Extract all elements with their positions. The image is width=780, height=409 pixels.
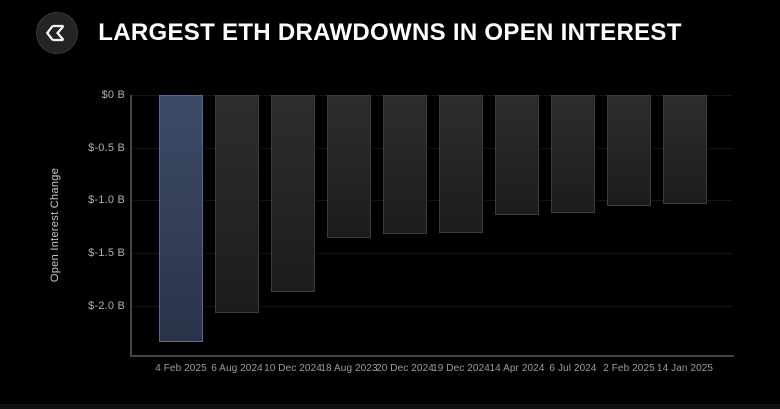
x-tick-label: 18 Aug 2023 [320, 363, 378, 374]
bottom-edge-strip [0, 404, 780, 409]
y-axis-title: Open Interest Change [49, 167, 61, 283]
x-axis-line [130, 355, 734, 357]
bar [663, 95, 707, 204]
y-tick-label: $-0.5 B [88, 141, 125, 154]
grid-line [131, 95, 733, 96]
bar [439, 95, 483, 233]
bar [327, 95, 371, 238]
grid-line [131, 200, 733, 202]
bar [271, 95, 315, 292]
grid-line [131, 147, 733, 149]
y-tick-label: $-2.0 B [88, 299, 125, 312]
bar [607, 95, 651, 206]
y-tick-label: $-1.5 B [88, 246, 125, 259]
bar [551, 95, 595, 213]
y-axis-line [130, 95, 132, 357]
x-tick-label: 6 Aug 2024 [211, 363, 263, 374]
x-tick-label: 4 Feb 2025 [155, 363, 207, 374]
x-tick-label: 14 Apr 2024 [489, 363, 545, 374]
x-tick-label: 10 Dec 2024 [264, 363, 322, 374]
x-tick-label: 19 Dec 2024 [432, 363, 490, 374]
x-tick-label: 14 Jan 2025 [656, 363, 714, 374]
y-tick-label: $0 B [101, 89, 125, 101]
bar [159, 95, 203, 342]
y-tick-label: $-1.0 B [88, 194, 125, 207]
bar [383, 95, 427, 234]
page-title: LARGEST ETH DRAWDOWNS IN OPEN INTEREST [98, 19, 682, 46]
bar [215, 95, 259, 313]
x-tick-label: 20 Dec 2024 [376, 363, 434, 374]
grid-line [131, 305, 733, 307]
sigma-logo-icon [36, 12, 78, 54]
x-tick-label: 2 Feb 2025 [603, 363, 655, 374]
bar [495, 95, 539, 215]
x-tick-label: 6 Jul 2024 [549, 363, 597, 374]
grid-line [131, 252, 733, 254]
